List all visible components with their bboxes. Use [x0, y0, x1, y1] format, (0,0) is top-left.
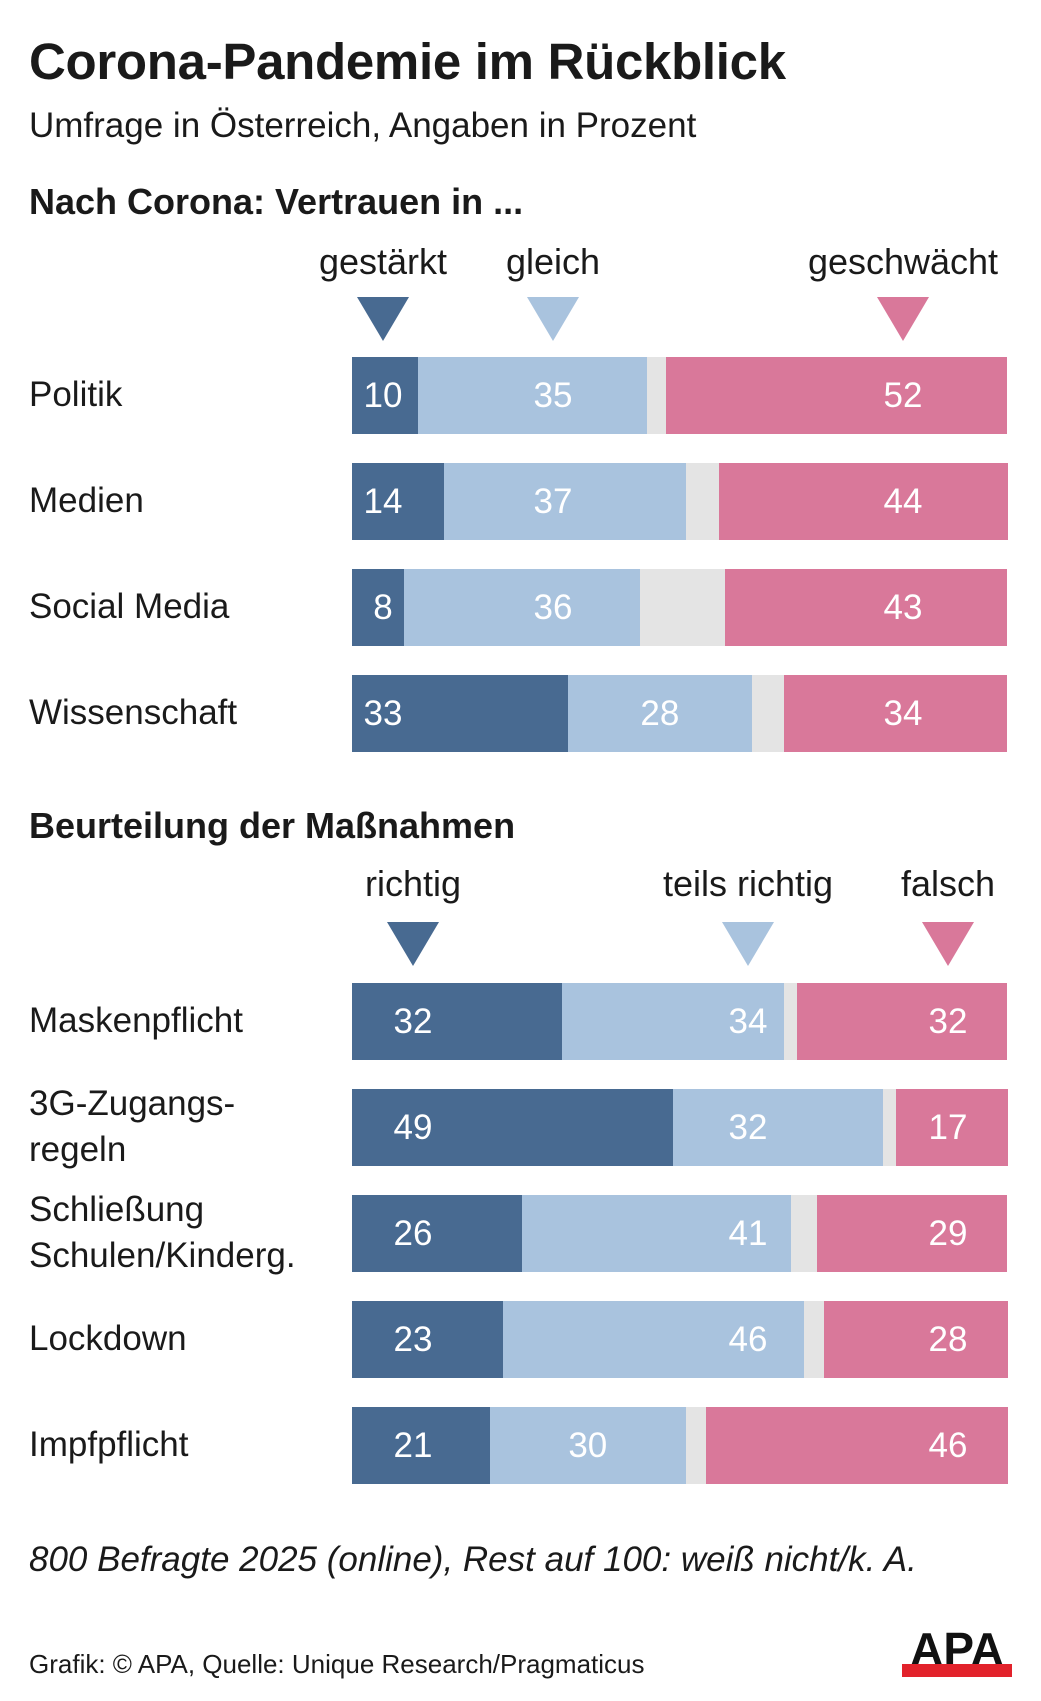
bar-segment-gestaerkt	[352, 463, 444, 540]
row-label: Politik	[29, 375, 123, 414]
row-label: Maskenpflicht	[29, 1001, 243, 1040]
bar-segment-geschwaecht	[666, 357, 1008, 434]
bar-value-label: 34	[883, 694, 923, 733]
bar-segment-teils-richtig	[502, 1301, 805, 1378]
bar-value-label: 29	[928, 1214, 968, 1253]
row-label: Social Media	[29, 587, 230, 626]
bar-value-label: 34	[728, 1002, 768, 1041]
bar-value-label: 37	[533, 482, 573, 521]
bar-segment-weiss-nicht-k-a	[803, 1301, 824, 1378]
bar-value-label: 35	[533, 376, 573, 415]
bar-value-label: 33	[363, 694, 403, 733]
row-label: 3G-Zugangs- regeln	[29, 1084, 236, 1169]
bar-segment-falsch	[823, 1301, 1008, 1378]
bar-segment-weiss-nicht-k-a	[640, 569, 727, 646]
bar-value-label: 26	[393, 1214, 433, 1253]
section-heading-measures: Beurteilung der Maßnahmen	[29, 805, 516, 846]
bar-value-label: 32	[393, 1002, 433, 1041]
bar-value-label: 44	[883, 482, 923, 521]
bar-segment-weiss-nicht-k-a	[882, 1089, 897, 1166]
source-credit: Grafik: © APA, Quelle: Unique Research/P…	[29, 1649, 645, 1679]
row-label: Lockdown	[29, 1319, 187, 1358]
bar-segment-richtig	[352, 1301, 503, 1378]
legend-label-gestaerkt: gestärkt	[318, 241, 448, 282]
bar-segment-weiss-nicht-k-a	[784, 983, 799, 1060]
bar-value-label: 28	[640, 694, 680, 733]
bar-segment-teils-richtig	[561, 983, 785, 1060]
bar-segment-teils-richtig	[522, 1195, 792, 1272]
bar-segment-gestaerkt	[352, 675, 569, 752]
footnote: 800 Befragte 2025 (online), Rest auf 100…	[29, 1540, 917, 1579]
bar-segment-gleich	[443, 463, 687, 540]
section-heading-trust: Nach Corona: Vertrauen in ...	[29, 181, 524, 222]
bar-segment-richtig	[352, 1195, 523, 1272]
bar-segment-geschwaecht	[784, 675, 1008, 752]
bar-value-label: 10	[363, 376, 403, 415]
bar-value-label: 23	[393, 1320, 433, 1359]
bar-segment-falsch	[705, 1407, 1008, 1484]
bar-value-label: 43	[883, 588, 923, 627]
row-label: Medien	[29, 481, 144, 520]
legend-marker-teils-richtig-icon	[722, 922, 774, 966]
bar-segment-gestaerkt	[352, 569, 405, 646]
apa-logo-band	[902, 1664, 1012, 1677]
bar-value-label: 36	[533, 588, 573, 627]
apa-logo: APA	[902, 1626, 1012, 1677]
bar-value-label: 21	[393, 1426, 433, 1465]
legend-label-gleich: gleich	[505, 241, 601, 282]
bar-segment-gestaerkt	[352, 357, 418, 434]
legend-marker-gestaerkt-icon	[357, 297, 409, 341]
legend-label-richtig: richtig	[364, 863, 462, 904]
bar-segment-weiss-nicht-k-a	[686, 1407, 707, 1484]
bar-value-label: 46	[728, 1320, 768, 1359]
bar-value-label: 8	[373, 588, 393, 627]
bar-value-label: 52	[883, 376, 923, 415]
bar-segment-weiss-nicht-k-a	[751, 675, 785, 752]
legend-label-geschwaecht: geschwächt	[807, 241, 999, 282]
bar-segment-gleich	[404, 569, 641, 646]
legend-marker-gleich-icon	[527, 297, 579, 341]
bar-segment-geschwaecht	[718, 463, 1008, 540]
bar-value-label: 30	[568, 1426, 608, 1465]
bar-value-label: 32	[928, 1002, 968, 1041]
chart-subtitle: Umfrage in Österreich, Angaben in Prozen…	[29, 106, 697, 145]
bar-value-label: 49	[393, 1108, 433, 1147]
row-label: Wissenschaft	[29, 693, 238, 732]
bar-segment-weiss-nicht-k-a	[790, 1195, 818, 1272]
bar-segment-richtig	[352, 1407, 490, 1484]
bar-segment-gleich	[417, 357, 648, 434]
bar-segment-falsch	[895, 1089, 1008, 1166]
row-label: Schließung Schulen/Kinderg.	[29, 1190, 296, 1275]
bar-segment-falsch	[797, 983, 1008, 1060]
bar-segment-teils-richtig	[489, 1407, 687, 1484]
bar-segment-falsch	[817, 1195, 1008, 1272]
bar-segment-weiss-nicht-k-a	[646, 357, 667, 434]
legend-label-teils-richtig: teils richtig	[662, 863, 834, 904]
bar-value-label: 32	[728, 1108, 768, 1147]
bar-segment-weiss-nicht-k-a	[686, 463, 720, 540]
bar-segment-teils-richtig	[672, 1089, 883, 1166]
legend-label-falsch: falsch	[900, 863, 996, 904]
legend-marker-geschwaecht-icon	[877, 297, 929, 341]
chart-title: Corona-Pandemie im Rückblick	[29, 33, 786, 90]
bar-segment-gleich	[568, 675, 753, 752]
bar-value-label: 46	[928, 1426, 968, 1465]
bar-value-label: 28	[928, 1320, 968, 1359]
legend-marker-falsch-icon	[922, 922, 974, 966]
bar-segment-geschwaecht	[725, 569, 1008, 646]
row-label: Impfpflicht	[29, 1425, 189, 1464]
bar-segment-richtig	[352, 1089, 673, 1166]
legend-marker-richtig-icon	[387, 922, 439, 966]
bar-value-label: 17	[928, 1108, 968, 1147]
bar-value-label: 14	[363, 482, 403, 521]
bar-value-label: 41	[728, 1214, 768, 1253]
bar-segment-richtig	[352, 983, 562, 1060]
